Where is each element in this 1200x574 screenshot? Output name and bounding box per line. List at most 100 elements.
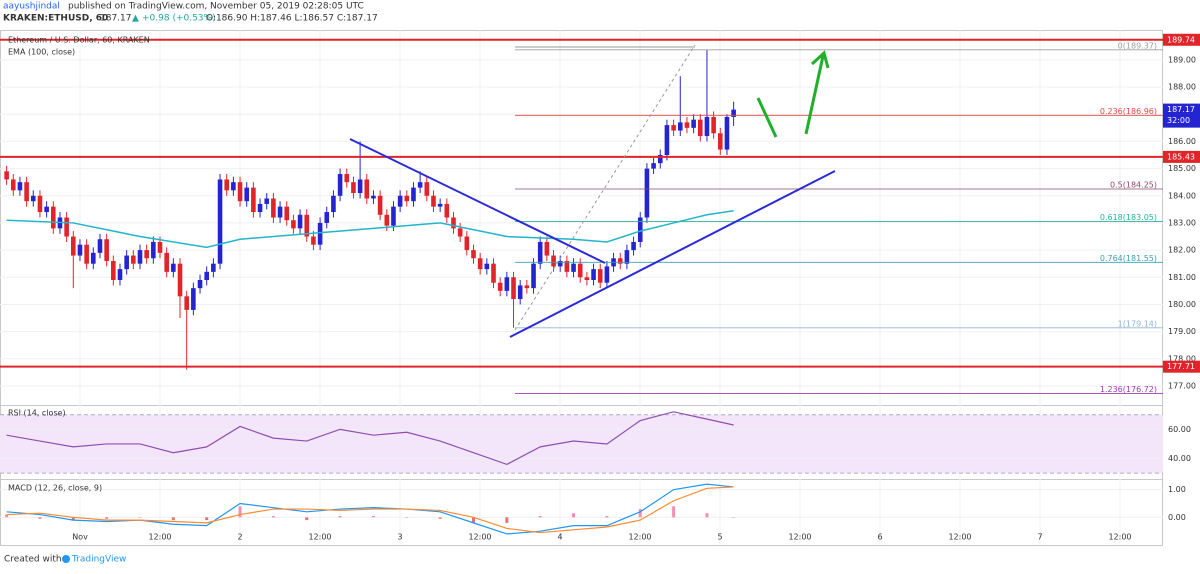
y-tick-label: 183.00 [1168, 218, 1196, 227]
fib-label: 0.764(181.55) [1100, 254, 1157, 263]
y-tick-label: 178.00 [1168, 354, 1196, 363]
candle-body [551, 255, 556, 267]
candle-body [271, 198, 276, 218]
candle-body [684, 122, 690, 128]
candle-body [151, 241, 156, 259]
candle-body [477, 258, 483, 270]
y-tick-label: 184.00 [1168, 191, 1196, 200]
x-tick-label: 6 [877, 533, 882, 542]
candle-body [597, 269, 603, 283]
candle-body [577, 263, 583, 278]
ema-line [6, 209, 734, 249]
candle-body [224, 179, 230, 191]
y-tick-label: 0.00 [1168, 513, 1186, 522]
footer-brand[interactable]: TradingView [71, 555, 126, 565]
candle-body [117, 269, 123, 280]
arrow [756, 97, 778, 138]
last: 187.17 [100, 14, 132, 24]
candle-body [504, 277, 510, 291]
candle-body [337, 174, 343, 196]
candle-body [697, 119, 703, 136]
candle-body [144, 250, 149, 259]
candle-body [84, 244, 89, 264]
y-tick-label: 185.00 [1168, 164, 1196, 173]
x-tick-label: 12:00 [148, 533, 171, 542]
footer-text: Created with [4, 555, 62, 565]
fib-label: 0(189.37) [1118, 41, 1157, 50]
macd-histogram [405, 517, 409, 518]
candle-body [451, 217, 456, 229]
candle-body [104, 239, 109, 261]
candle-body [491, 263, 496, 283]
candle-body [377, 195, 383, 215]
macd-histogram [371, 515, 375, 518]
candle-body [10, 179, 16, 191]
candle-body [111, 260, 116, 280]
change: +0.98 (+0.53%) [142, 14, 216, 24]
candle-body [231, 182, 236, 191]
price-box-label: 185.43 [1167, 152, 1195, 161]
y-tick-label: 180.00 [1168, 300, 1196, 309]
candle-body [604, 266, 610, 283]
candle-body [204, 271, 209, 280]
fib-label: 0.236(186.96) [1100, 107, 1157, 116]
candle-body [517, 285, 523, 300]
candle-body [704, 116, 710, 136]
candle-body [397, 195, 403, 207]
candle-body [431, 195, 436, 207]
x-tick-label: 5 [717, 533, 722, 542]
candle-body [137, 250, 143, 264]
candle-body [651, 163, 656, 169]
macd-histogram [5, 514, 9, 518]
candle-body [64, 217, 69, 237]
macd-histogram [71, 517, 75, 521]
candle-body [664, 125, 670, 155]
price-box [1163, 360, 1200, 373]
candle-body [324, 212, 330, 223]
candle-body [171, 263, 176, 272]
candle-body [384, 214, 390, 226]
candle-body [711, 116, 716, 134]
x-tick-label: 12:00 [948, 533, 971, 542]
candle-body [411, 187, 416, 202]
candle-body [357, 179, 363, 194]
price-box-label: 189.74 [1167, 35, 1195, 44]
candle-body [344, 174, 350, 183]
candle-body [177, 263, 183, 297]
candle-body [17, 182, 23, 191]
candle-body [164, 252, 169, 272]
candle-body [637, 217, 643, 242]
candle-body [364, 179, 370, 199]
last-price-box [1163, 103, 1200, 128]
y-tick-label: 181.00 [1168, 273, 1196, 282]
arrow: ▲ [132, 14, 139, 24]
candle-body [511, 277, 516, 300]
macd-histogram [438, 517, 442, 519]
macd-histogram [605, 515, 609, 518]
x-tick-label: 3 [397, 533, 402, 542]
candle-body [624, 250, 630, 264]
candle-body [211, 263, 216, 272]
rsi-line [6, 411, 734, 466]
macd-histogram [105, 517, 109, 519]
candle-body [424, 182, 430, 196]
ema-label: EMA (100, close) [8, 48, 75, 57]
author[interactable]: aayushjindal [3, 2, 60, 12]
trendline [349, 138, 606, 264]
candle-body [717, 133, 723, 150]
candle-body [77, 244, 83, 256]
candle-body [471, 250, 476, 259]
fib-label: 0.618(183.05) [1100, 213, 1157, 222]
y-tick-label: 189.00 [1168, 55, 1196, 64]
x-tick-label: 12:00 [628, 533, 651, 542]
symbol: KRAKEN:ETHUSD, 60 [3, 14, 108, 24]
macd-histogram [538, 515, 542, 518]
candle-body [417, 182, 423, 188]
candle-body [564, 260, 570, 272]
candle-body [497, 282, 503, 291]
candle-body [444, 203, 450, 218]
macd-histogram [38, 517, 42, 519]
published: published on TradingView.com, November 0… [68, 2, 364, 12]
arrow-head [810, 50, 830, 69]
